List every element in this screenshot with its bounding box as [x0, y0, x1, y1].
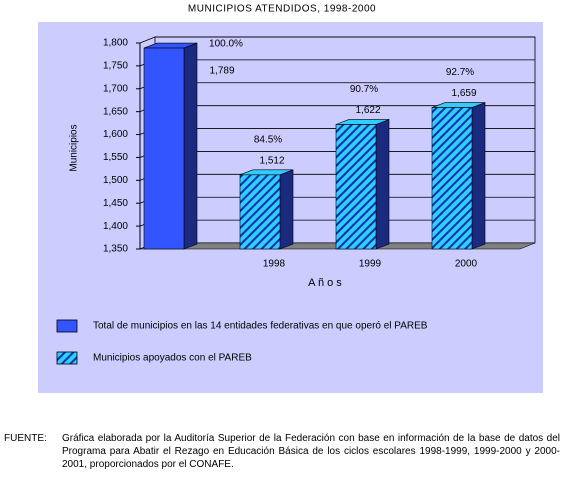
percent-label: 84.5% [254, 134, 282, 145]
value-label: 1,512 [259, 155, 284, 166]
y-tick-label: 1,550 [103, 152, 128, 163]
bar [143, 47, 185, 250]
legend-swatch [56, 351, 78, 365]
y-tick-label: 1,700 [103, 83, 128, 94]
bar-side [279, 169, 294, 250]
bar-side [375, 119, 390, 250]
y-axis-label: Municipios [69, 124, 80, 171]
percent-label: 92.7% [446, 67, 474, 78]
y-tick-label: 1,600 [103, 129, 128, 140]
legend-label: Total de municipios en las 14 entidades … [93, 321, 428, 332]
legend-label: Municipios apoyados con el PAREB [93, 353, 252, 364]
y-tick-label: 1,750 [103, 61, 128, 72]
grid-line-side [139, 36, 156, 44]
x-axis-label: A ñ o s [308, 277, 342, 289]
bar-side [183, 42, 198, 250]
y-tick-label: 1,800 [103, 38, 128, 49]
footnote-label: FUENTE: [4, 433, 47, 444]
y-tick-label: 1,650 [103, 106, 128, 117]
x-tick-label: 1999 [359, 259, 382, 270]
footnote-text: Gráfica elaborada por la Auditoría Super… [62, 433, 560, 470]
y-tick-label: 1,500 [103, 175, 128, 186]
chart-title: MUNICIPIOS ATENDIDOS, 1998-2000 [188, 4, 376, 15]
bar [239, 174, 281, 250]
percent-label: 100.0% [209, 39, 243, 50]
value-label: 1,622 [355, 105, 380, 116]
value-label: 1,659 [451, 88, 476, 99]
bar-side [471, 102, 486, 250]
legend-swatch [56, 319, 78, 333]
x-tick-label: 1998 [263, 259, 286, 270]
percent-label: 90.7% [350, 84, 378, 95]
y-tick-label: 1,350 [103, 244, 128, 255]
y-tick-label: 1,400 [103, 221, 128, 232]
bar [335, 124, 377, 250]
y-tick-label: 1,450 [103, 198, 128, 209]
value-label: 1,789 [209, 66, 234, 77]
bar [431, 107, 473, 250]
x-tick-label: 2000 [455, 259, 478, 270]
